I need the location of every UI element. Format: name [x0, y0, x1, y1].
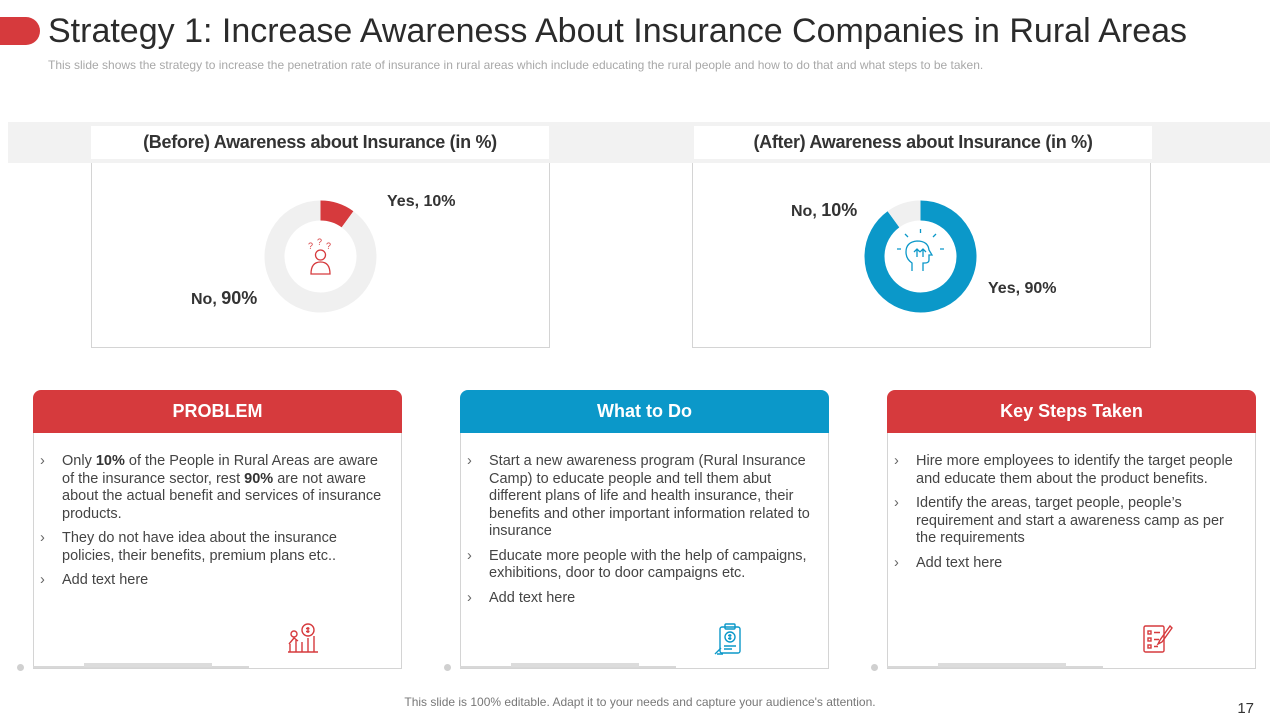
after-slice-no	[887, 200, 921, 228]
before-no-label: No, 90%	[191, 288, 257, 309]
page-number: 17	[1237, 700, 1254, 717]
title-accent-bar	[0, 17, 40, 45]
clipboard-money-icon	[714, 623, 741, 655]
before-slice-yes	[320, 200, 354, 228]
after-chart-title: (After) Awareness about Insurance (in %)	[694, 126, 1152, 159]
problem-item-1-text-c: are not aware about the actual benefit a…	[62, 470, 382, 522]
problem-item-1-text-a: Only	[62, 453, 96, 469]
problem-card-body: Only 10% of the People in Rural Areas ar…	[17, 433, 402, 671]
problem-card-grey-bar	[84, 663, 212, 667]
problem-item-3: Add text here	[40, 572, 387, 590]
problem-item-1: Only 10% of the People in Rural Areas ar…	[40, 453, 387, 523]
before-chart-title: (Before) Awareness about Insurance (in %…	[91, 126, 549, 159]
after-donut-chart	[864, 200, 977, 313]
page-title: Strategy 1: Increase Awareness About Ins…	[48, 12, 1188, 50]
problem-card: PROBLEM Only 10% of the People in Rural …	[17, 390, 402, 671]
checklist-pen-icon	[1143, 624, 1173, 653]
problem-card-underline	[33, 666, 249, 668]
before-chart-panel	[91, 163, 550, 348]
after-chart-panel	[692, 163, 1151, 348]
what-to-do-card-dot	[444, 664, 451, 671]
after-no-label: No, 10%	[791, 200, 857, 221]
what-to-do-item-2: Educate more people with the help of cam…	[467, 548, 814, 583]
key-steps-list: Hire more employees to identify the targ…	[888, 433, 1255, 572]
key-steps-card-body: Hire more employees to identify the targ…	[871, 433, 1256, 671]
problem-list: Only 10% of the People in Rural Areas ar…	[34, 433, 401, 590]
problem-item-2: They do not have idea about the insuranc…	[40, 530, 387, 565]
money-growth-icon	[288, 623, 318, 653]
after-no-value: 10%	[821, 200, 858, 220]
problem-item-1-text-b: of the People in Rural Areas are aware o…	[62, 453, 378, 487]
what-to-do-item-3: Add text here	[467, 590, 814, 608]
before-yes-label: Yes, 10%	[387, 193, 456, 210]
before-donut-chart: ???	[264, 200, 377, 313]
svg-text:?: ?	[326, 241, 331, 251]
after-slice-yes	[864, 200, 977, 313]
key-steps-card-dot	[871, 664, 878, 671]
key-steps-item-1: Hire more employees to identify the targ…	[894, 453, 1241, 488]
what-to-do-card: What to Do Start a new awareness program…	[444, 390, 829, 671]
before-no-prefix: No,	[191, 291, 217, 308]
problem-item-1-pct-b: 90%	[244, 470, 274, 487]
svg-text:?: ?	[308, 241, 313, 251]
key-steps-card-header: Key Steps Taken	[887, 390, 1256, 433]
key-steps-item-3: Add text here	[894, 555, 1241, 573]
confused-person-icon: ???	[308, 237, 331, 275]
problem-card-header: PROBLEM	[33, 390, 402, 433]
svg-text:?: ?	[317, 237, 322, 247]
key-steps-item-2: Identify the areas, target people, peopl…	[894, 495, 1241, 548]
after-no-prefix: No,	[791, 203, 817, 220]
problem-card-dot	[17, 664, 24, 671]
key-steps-card-grey-bar	[938, 663, 1066, 667]
idea-head-icon	[897, 229, 944, 271]
what-to-do-card-grey-bar	[511, 663, 639, 667]
what-to-do-item-1: Start a new awareness program (Rural Ins…	[467, 453, 814, 541]
problem-item-1-pct-a: 10%	[95, 453, 125, 469]
what-to-do-list: Start a new awareness program (Rural Ins…	[461, 433, 828, 607]
what-to-do-card-body: Start a new awareness program (Rural Ins…	[444, 433, 829, 671]
key-steps-card: Key Steps Taken Hire more employees to i…	[871, 390, 1256, 671]
what-to-do-card-header: What to Do	[460, 390, 829, 433]
what-to-do-card-underline	[460, 666, 676, 668]
before-no-value: 90%	[221, 288, 258, 308]
after-yes-label: Yes, 90%	[988, 280, 1057, 297]
page-subtitle: This slide shows the strategy to increas…	[48, 58, 984, 72]
footer-note: This slide is 100% editable. Adapt it to…	[404, 695, 876, 709]
key-steps-card-underline	[887, 666, 1103, 668]
before-slice-no	[264, 200, 377, 313]
